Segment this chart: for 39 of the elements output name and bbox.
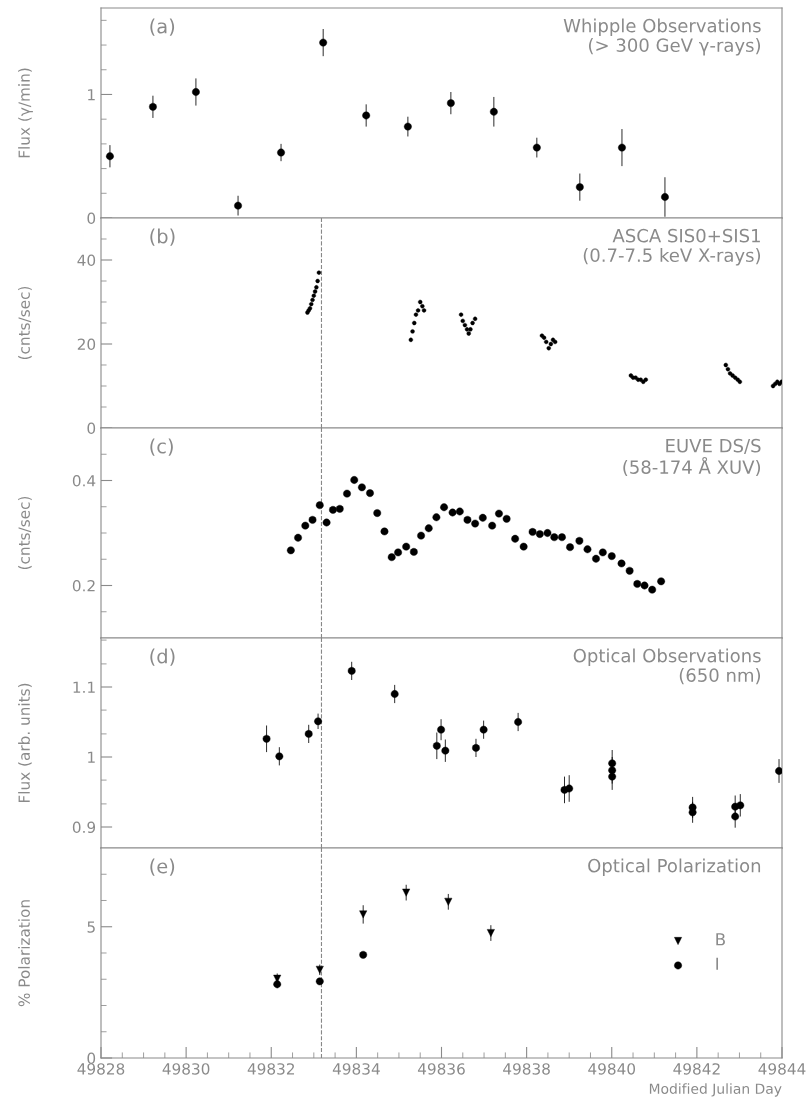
x-tick-label: 49842 [673, 1063, 720, 1075]
y-tick-label: 40 [77, 254, 96, 267]
y-axis-title: (cnts/sec) [18, 496, 32, 570]
x-tick-label: 49828 [77, 1063, 125, 1075]
y-axis-title: (cnts/sec) [18, 286, 32, 360]
y-tick-label: 0.9 [72, 821, 96, 834]
y-tick-label: 1.1 [73, 681, 95, 693]
text: EUVE DS/S (58-174 Å XUV) [623, 438, 761, 477]
y-tick-label: 0 [87, 212, 96, 225]
y-axis-title: Flux (arb. units) [18, 683, 32, 803]
legend-label: B [716, 933, 725, 946]
text: Optical Observations (650 nm) [573, 648, 761, 685]
y-tick-label: 0 [87, 422, 96, 435]
x-tick-label: 49830 [162, 1063, 210, 1075]
y-tick-label: 1 [88, 89, 95, 101]
y-tick-label: 0 [87, 1052, 96, 1065]
y-tick-label: 20 [77, 338, 96, 351]
x-tick-label: 49832 [247, 1063, 295, 1075]
y-tick-label: 5 [87, 921, 95, 933]
y-tick-label: 0.2 [72, 579, 95, 592]
text: ASCA SIS0+SIS1 (0.7-7.5 keV X-rays) [583, 228, 761, 266]
annotation: (e) [150, 858, 175, 876]
x-tick-label: 49836 [417, 1063, 465, 1075]
y-axis-title: % Polarization [18, 900, 30, 1007]
x-tick-label: 49838 [503, 1063, 550, 1075]
annotation: (c) [150, 438, 173, 456]
legend-label: I [716, 957, 718, 970]
x-tick-label: 49844 [758, 1063, 806, 1075]
text: Whipple Observations (> 300 GeV γ-rays) [563, 18, 761, 56]
y-axis-title: Flux (γ/min) [18, 68, 33, 158]
x-tick-label: 49840 [588, 1063, 636, 1075]
annotation: (a) [150, 18, 175, 36]
y-tick-label: 1 [88, 751, 95, 763]
text: Optical Polarization [588, 858, 761, 876]
annotation: (b) [150, 228, 175, 246]
x-axis-title: Modified Julian Day [649, 1083, 782, 1097]
y-tick-label: 0.4 [72, 474, 96, 487]
x-tick-label: 49834 [332, 1063, 380, 1075]
annotation: (d) [150, 648, 175, 666]
